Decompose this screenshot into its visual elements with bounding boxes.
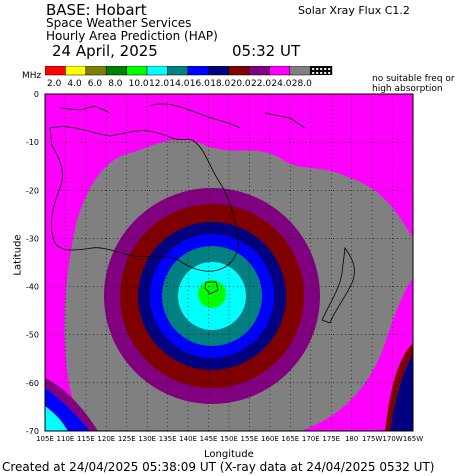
y-axis-title: Latitude: [12, 234, 24, 276]
x-tick-label: 170E: [302, 435, 320, 443]
legend-hatch-dot: [328, 72, 331, 74]
contour-magenta-top: [60, 94, 413, 178]
legend-no-suitable-label: no suitable freq or high absorption: [372, 74, 455, 94]
x-tick-label: 175E: [322, 435, 340, 443]
product-name: Hourly Area Prediction (HAP): [46, 29, 218, 43]
legend-label-4.0: 4.0: [67, 79, 82, 88]
y-tick-label: -10: [26, 138, 39, 147]
created-timestamp: Created at 24/04/2025 05:38:09 UT (X-ray…: [2, 460, 435, 474]
contour-southeast: [390, 353, 413, 431]
coastlines: [49, 103, 355, 324]
x-tick-label: 130E: [138, 435, 156, 443]
legend-unit: MHz: [22, 71, 42, 81]
legend-label-16.0: 16.0: [190, 79, 210, 88]
legend-hatch-dot: [324, 68, 327, 70]
contour-southwest-2: [45, 406, 68, 431]
legend-swatch-8.0: [105, 66, 127, 76]
legend-label-2.0: 2.0: [47, 79, 62, 88]
y-tick-label: -20: [26, 186, 39, 195]
service-name: Space Weather Services: [46, 16, 192, 30]
x-tick-label: 165W: [403, 435, 423, 443]
legend-label-8.0: 8.0: [108, 79, 123, 88]
legend-swatch-6.0: [85, 66, 107, 76]
legend-swatch-4.0: [65, 66, 87, 76]
x-tick-label: 180: [345, 435, 358, 443]
legend-hatch-dot: [320, 72, 323, 74]
prediction-time: 05:32 UT: [232, 42, 301, 60]
xray-flux-label: Solar Xray Flux C1.2: [298, 4, 410, 17]
x-tick-label: 110E: [57, 435, 75, 443]
legend-label-10.0: 10.0: [129, 79, 149, 88]
x-tick-label: 165E: [281, 435, 299, 443]
contour-magenta-outer-2: [300, 278, 413, 431]
legend-hatch-dot: [320, 68, 323, 70]
legend-label-6.0: 6.0: [88, 79, 103, 88]
x-tick-label: 135E: [159, 435, 177, 443]
legend-hatch-dot: [328, 68, 331, 70]
legend-swatch-20.0: [228, 66, 250, 76]
y-tick-label: -50: [26, 331, 39, 340]
contour-southeast-2: [385, 343, 413, 431]
legend-swatch-2.0: [45, 66, 66, 76]
legend-swatch-12.0: [146, 66, 168, 76]
legend-swatch-28.0: [289, 66, 311, 76]
legend-swatch-16.0: [187, 66, 209, 76]
legend-swatch-24.0: [269, 66, 291, 76]
y-tick-label: -60: [26, 379, 39, 388]
x-tick-label: 155E: [241, 435, 259, 443]
legend-hatch-dot: [324, 72, 327, 74]
x-tick-label: 175W: [362, 435, 382, 443]
x-tick-label: 145E: [200, 435, 218, 443]
legend-label-20.0: 20.0: [231, 79, 251, 88]
y-tick-label: -30: [26, 234, 39, 243]
x-tick-label: 140E: [179, 435, 197, 443]
x-tick-label: 150E: [220, 435, 238, 443]
frequency-legend: 2.0 4.0 6.0 8.0 10.0 12.0 14.0 16.0 18.0 20.0 22.0…: [45, 66, 333, 88]
y-tick-label: -70: [26, 427, 39, 436]
legend-label-28.0: 28.0: [292, 79, 312, 88]
legend-hatch-dot: [316, 72, 319, 74]
x-tick-label: 120E: [97, 435, 115, 443]
y-tick-label: -40: [26, 283, 39, 292]
legend-swatch-22.0: [248, 66, 270, 76]
legend-hatch-dot: [316, 68, 319, 70]
latitude-ticks: 0 -10 -20 -30 -40 -50 -60 -70: [26, 90, 39, 436]
legend-label-14.0: 14.0: [169, 79, 189, 88]
prediction-date: 24 April, 2025: [52, 42, 158, 60]
legend-swatch-no-suitable: [310, 66, 333, 75]
legend-label-12.0: 12.0: [149, 79, 169, 88]
legend-hatch-dot: [312, 72, 315, 74]
x-tick-label: 125E: [118, 435, 136, 443]
legend-swatch-18.0: [207, 66, 229, 76]
contour-green: [198, 280, 226, 308]
legend-swatch-10.0: [126, 66, 148, 76]
legend-hatch-dot: [312, 68, 315, 70]
graticule: [45, 94, 413, 431]
x-tick-label: 105E: [36, 435, 54, 443]
legend-swatch-14.0: [167, 66, 189, 76]
y-tick-label: 0: [34, 90, 39, 99]
frequency-map: 0-10-20-30-40-50-60-70 105E 110E 115E 120E 1…: [26, 90, 423, 443]
base-title: BASE: Hobart: [46, 1, 147, 19]
x-tick-label: 160E: [261, 435, 279, 443]
legend-label-24.0: 24.0: [271, 79, 291, 88]
legend-label-18.0: 18.0: [210, 79, 230, 88]
longitude-ticks: 105E 110E 115E 120E 125E 130E 135E 140E 145E 150E…: [36, 435, 423, 443]
x-tick-label: 115E: [77, 435, 95, 443]
x-axis-title: Longitude: [204, 449, 254, 460]
plot-frame: [44, 93, 414, 432]
x-tick-label: 170W: [382, 435, 402, 443]
legend-label-22.0: 22.0: [251, 79, 271, 88]
contour-southwest-3: [45, 378, 98, 431]
